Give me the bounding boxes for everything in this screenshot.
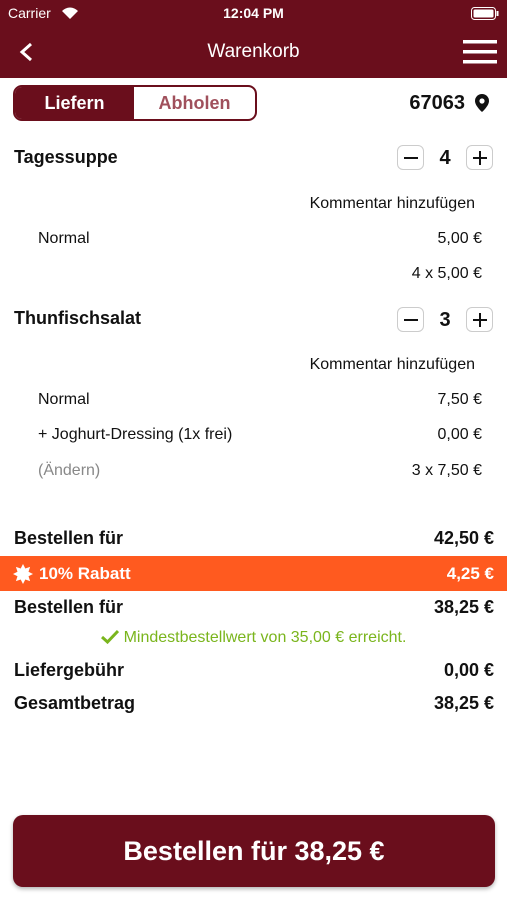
decrease-button[interactable] — [397, 307, 424, 332]
back-button[interactable] — [16, 41, 38, 63]
option-price: 7,50 € — [437, 391, 482, 408]
time: 12:04 PM — [223, 5, 284, 21]
minimum-note-row: Mindestbestellwert von 35,00 € erreicht. — [0, 627, 507, 649]
option-label: + Joghurt-Dressing (1x frei) — [38, 426, 233, 443]
summary-label: Bestellen für — [14, 528, 124, 548]
status-bar: Carrier 12:04 PM — [0, 0, 507, 26]
battery-icon — [471, 7, 499, 20]
item-name: Tagessuppe — [14, 147, 118, 167]
tab-pickup[interactable]: Abholen — [158, 93, 231, 113]
header-title: Warenkorb — [207, 41, 300, 62]
summary-label: Liefergebühr — [14, 660, 125, 680]
discount-icon — [13, 564, 33, 584]
discount-row: 10% Rabatt 4,25 € — [0, 556, 507, 591]
item-quantity: 4 — [439, 147, 451, 169]
menu-button[interactable] — [463, 40, 497, 64]
summary-label: Gesamtbetrag — [14, 693, 136, 713]
increase-button[interactable] — [466, 145, 493, 170]
item-quantity: 3 — [439, 309, 451, 331]
summary-value: 38,25 € — [433, 693, 494, 713]
item-subtotal: 3 x 7,50 € — [411, 462, 482, 479]
carrier: Carrier — [8, 5, 51, 21]
check-icon — [100, 629, 119, 645]
wifi-icon — [62, 7, 78, 19]
discount-value: 4,25 € — [446, 564, 494, 583]
postcode[interactable]: 67063 — [409, 92, 465, 114]
discount-label: 10% Rabatt — [39, 564, 131, 583]
minimum-note: Mindestbestellwert von 35,00 € erreicht. — [123, 629, 407, 646]
item-subtotal: 4 x 5,00 € — [411, 265, 482, 282]
summary-value: 0,00 € — [443, 660, 494, 680]
item-name: Thunfischsalat — [14, 308, 142, 328]
decrease-button[interactable] — [397, 145, 424, 170]
increase-button[interactable] — [466, 307, 493, 332]
option-price: 5,00 € — [437, 230, 482, 247]
order-button[interactable]: Bestellen für 38,25 € — [13, 815, 495, 887]
tab-switch: Liefern Abholen — [13, 85, 257, 121]
summary-label: Bestellen für — [14, 597, 124, 617]
comment-link[interactable]: Kommentar hinzufügen — [309, 356, 475, 373]
tab-deliver[interactable]: Liefern — [15, 87, 134, 119]
option-price: 0,00 € — [437, 426, 482, 443]
header: Warenkorb — [0, 26, 507, 78]
comment-link[interactable]: Kommentar hinzufügen — [309, 195, 475, 212]
summary-value: 38,25 € — [433, 597, 494, 617]
option-label: Normal — [38, 391, 90, 408]
option-label: Normal — [38, 230, 90, 247]
location-icon[interactable] — [474, 93, 490, 113]
change-link[interactable]: (Ändern) — [38, 462, 101, 479]
summary-value: 42,50 € — [433, 528, 494, 548]
